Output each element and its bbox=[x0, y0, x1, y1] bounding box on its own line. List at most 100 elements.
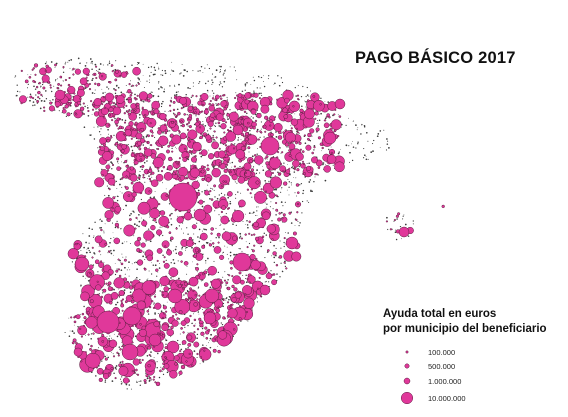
aid-bubble bbox=[95, 65, 98, 68]
municipality-dot bbox=[207, 342, 209, 344]
municipality-dot bbox=[253, 79, 256, 82]
municipality-dot bbox=[175, 94, 178, 96]
aid-bubble bbox=[210, 280, 213, 283]
municipality-dot bbox=[270, 270, 272, 272]
aid-bubble bbox=[142, 173, 145, 176]
municipality-dot bbox=[82, 319, 84, 321]
aid-bubble bbox=[314, 117, 317, 120]
municipality-dot bbox=[235, 224, 237, 226]
aid-bubble bbox=[199, 111, 202, 114]
municipality-dot bbox=[103, 261, 105, 263]
aid-bubble bbox=[281, 151, 284, 154]
municipality-dot bbox=[80, 284, 82, 286]
aid-bubble bbox=[253, 154, 257, 157]
aid-bubble bbox=[36, 100, 40, 103]
aid-bubble bbox=[158, 135, 169, 146]
municipality-dot bbox=[286, 189, 288, 191]
municipality-dot bbox=[264, 202, 266, 204]
municipality-dot bbox=[148, 375, 150, 378]
aid-bubble bbox=[116, 351, 119, 354]
aid-bubble bbox=[284, 129, 287, 132]
municipality-dot bbox=[152, 73, 155, 76]
municipality-dot bbox=[221, 160, 223, 162]
aid-bubble bbox=[104, 210, 114, 220]
municipality-dot bbox=[387, 140, 389, 142]
municipality-dot bbox=[186, 227, 188, 229]
municipality-dot bbox=[297, 220, 299, 222]
aid-bubble bbox=[148, 190, 151, 193]
municipality-dot bbox=[177, 215, 179, 217]
municipality-dot bbox=[251, 155, 254, 158]
municipality-dot bbox=[238, 237, 241, 239]
aid-bubble bbox=[161, 367, 165, 371]
municipality-dot bbox=[299, 184, 301, 186]
municipality-dot bbox=[34, 88, 37, 90]
municipality-dot bbox=[133, 223, 136, 226]
aid-bubble bbox=[214, 299, 224, 309]
municipality-dot bbox=[185, 247, 186, 249]
municipality-dot bbox=[129, 214, 131, 217]
aid-bubble bbox=[57, 82, 61, 86]
municipality-dot bbox=[223, 80, 226, 83]
legend-symbols bbox=[400, 350, 414, 405]
municipality-dot bbox=[120, 157, 122, 158]
municipality-dot bbox=[174, 248, 177, 251]
municipality-dot bbox=[90, 134, 92, 136]
municipality-dot bbox=[195, 323, 197, 325]
municipality-dot bbox=[166, 371, 169, 374]
municipality-dot bbox=[68, 317, 70, 319]
municipality-dot bbox=[172, 250, 174, 252]
aid-bubble bbox=[315, 127, 320, 132]
municipality-dot bbox=[137, 147, 139, 149]
municipality-dot bbox=[317, 122, 319, 124]
municipality-dot bbox=[106, 336, 108, 337]
municipality-dot bbox=[269, 176, 272, 179]
aid-bubble bbox=[60, 84, 63, 87]
aid-bubble bbox=[120, 299, 123, 303]
aid-bubble bbox=[70, 316, 73, 319]
municipality-dot bbox=[197, 236, 199, 238]
aid-bubble bbox=[279, 172, 282, 175]
municipality-dot bbox=[108, 62, 111, 64]
municipality-dot bbox=[249, 129, 251, 132]
municipality-dot bbox=[328, 148, 330, 151]
aid-bubble bbox=[291, 251, 302, 262]
aid-bubble bbox=[120, 303, 125, 308]
aid-bubble bbox=[147, 98, 151, 103]
aid-bubble bbox=[107, 281, 112, 286]
aid-bubble bbox=[99, 146, 105, 152]
aid-bubble bbox=[232, 124, 244, 136]
aid-bubble bbox=[143, 230, 154, 241]
municipality-dot bbox=[257, 206, 259, 208]
aid-bubble bbox=[153, 295, 157, 298]
municipality-dot bbox=[89, 134, 91, 136]
municipality-dot bbox=[291, 166, 294, 168]
aid-bubble bbox=[122, 170, 131, 179]
aid-bubble bbox=[180, 284, 184, 287]
aid-bubble bbox=[34, 73, 37, 76]
municipality-dot bbox=[175, 91, 178, 94]
municipality-dot bbox=[141, 168, 143, 171]
municipality-dot bbox=[93, 138, 96, 140]
aid-bubble bbox=[137, 176, 141, 179]
municipality-dot bbox=[82, 233, 84, 235]
aid-bubble bbox=[184, 292, 188, 295]
municipality-dot bbox=[147, 313, 150, 315]
aid-bubble bbox=[139, 361, 142, 364]
aid-bubble bbox=[178, 157, 181, 160]
municipality-dot bbox=[126, 269, 128, 271]
aid-bubble bbox=[166, 328, 174, 337]
aid-bubble bbox=[155, 142, 158, 145]
aid-bubble bbox=[244, 99, 250, 105]
aid-bubble bbox=[268, 167, 271, 170]
aid-bubble bbox=[91, 246, 94, 249]
municipality-dot bbox=[149, 216, 150, 218]
municipality-dot bbox=[300, 182, 303, 185]
municipality-dot bbox=[159, 262, 161, 264]
municipality-dot bbox=[109, 241, 111, 244]
municipality-dot bbox=[136, 328, 138, 330]
aid-bubble bbox=[105, 367, 108, 370]
aid-bubble bbox=[185, 360, 188, 363]
aid-bubble bbox=[117, 354, 120, 357]
aid-bubble bbox=[193, 324, 196, 327]
